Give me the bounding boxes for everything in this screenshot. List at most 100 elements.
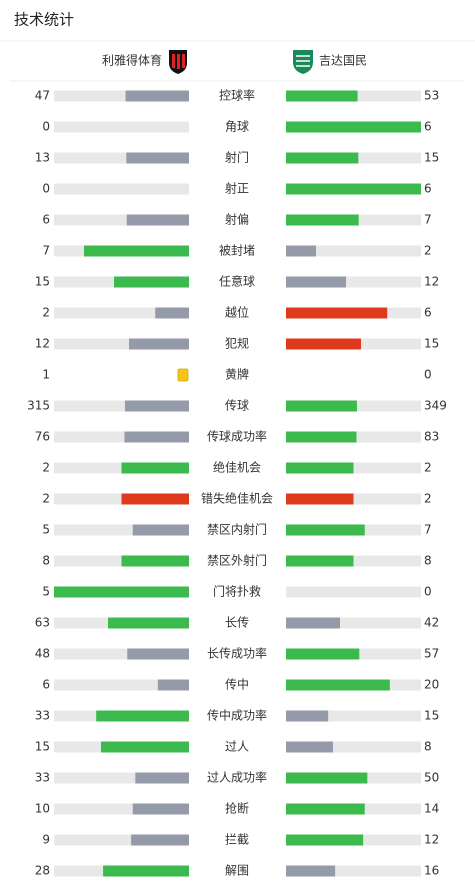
home-bar xyxy=(114,276,189,288)
home-bar xyxy=(126,152,189,164)
home-bar xyxy=(129,338,189,350)
stat-label: 犯规 xyxy=(225,336,249,351)
home-bar xyxy=(131,834,189,846)
stat-label: 传中成功率 xyxy=(207,708,267,723)
home-bar xyxy=(132,524,189,536)
home-value: 2 xyxy=(42,492,50,506)
home-value: 8 xyxy=(42,554,50,568)
panel-title: 技术统计 xyxy=(14,11,74,29)
stat-label: 射门 xyxy=(225,150,249,165)
home-value: 0 xyxy=(42,120,50,134)
home-value: 47 xyxy=(35,89,50,103)
home-value: 2 xyxy=(42,306,50,320)
away-bar xyxy=(286,245,316,257)
away-value: 15 xyxy=(424,151,439,165)
away-value: 15 xyxy=(424,709,439,723)
stat-label: 越位 xyxy=(225,305,249,320)
stat-label: 门将扑救 xyxy=(213,584,261,599)
away-value: 2 xyxy=(424,244,432,258)
home-value: 12 xyxy=(35,337,50,351)
bar-track xyxy=(54,524,189,536)
away-value: 83 xyxy=(424,430,439,444)
bar-track xyxy=(286,276,421,288)
stat-label: 过人成功率 xyxy=(207,770,267,785)
bar-track xyxy=(54,400,189,412)
away-value: 7 xyxy=(424,523,432,537)
stat-label: 被封堵 xyxy=(219,244,255,258)
away-bar xyxy=(286,555,354,567)
away-bar xyxy=(286,462,354,474)
away-value: 12 xyxy=(424,275,439,289)
away-value: 349 xyxy=(424,399,447,413)
stat-label: 射偏 xyxy=(225,212,249,227)
bar-track xyxy=(54,338,189,350)
away-bar xyxy=(286,741,333,753)
bar-track xyxy=(286,710,421,722)
stat-label: 射正 xyxy=(225,181,249,196)
away-value: 12 xyxy=(424,833,439,847)
home-bar xyxy=(103,865,189,877)
bar-track xyxy=(54,772,189,784)
home-value: 2 xyxy=(42,461,50,475)
away-value: 0 xyxy=(424,368,432,382)
bar-track xyxy=(286,865,421,877)
bar-track xyxy=(54,679,189,691)
away-bar xyxy=(286,493,354,505)
away-value: 50 xyxy=(424,771,439,785)
stat-label: 传球成功率 xyxy=(207,429,267,444)
home-bar xyxy=(124,431,189,443)
home-bar xyxy=(54,586,189,598)
away-team-logo xyxy=(293,50,313,74)
home-value: 28 xyxy=(35,864,50,878)
stat-label: 长传成功率 xyxy=(207,646,267,661)
away-bar xyxy=(286,524,365,536)
home-value: 63 xyxy=(35,616,50,630)
home-bar xyxy=(155,307,189,319)
home-value: 315 xyxy=(27,399,50,413)
stat-label: 过人 xyxy=(225,740,249,754)
away-value: 8 xyxy=(424,554,432,568)
away-bar xyxy=(286,865,336,877)
home-bar xyxy=(96,710,189,722)
home-value: 15 xyxy=(35,275,50,289)
bar-track xyxy=(54,214,189,226)
bar-track xyxy=(54,834,189,846)
home-value: 6 xyxy=(42,678,50,692)
home-bar xyxy=(100,741,189,753)
away-bar xyxy=(286,152,359,164)
away-bar xyxy=(286,834,364,846)
home-bar xyxy=(135,772,189,784)
away-bar xyxy=(286,431,357,443)
bar-track xyxy=(54,803,189,815)
home-value: 76 xyxy=(35,430,50,444)
away-value: 57 xyxy=(424,647,439,661)
home-bar xyxy=(121,462,189,474)
home-value: 1 xyxy=(42,368,50,382)
home-value: 10 xyxy=(35,802,50,816)
bar-track xyxy=(54,90,189,102)
stat-label: 黄牌 xyxy=(225,368,249,382)
stat-label: 绝佳机会 xyxy=(213,460,261,475)
bar-track xyxy=(286,617,421,629)
away-value: 53 xyxy=(424,89,439,103)
bar-track xyxy=(286,741,421,753)
away-bar xyxy=(286,183,421,195)
stat-label: 拦截 xyxy=(225,833,249,847)
home-bar xyxy=(132,803,189,815)
away-bar xyxy=(286,338,361,350)
bar-track xyxy=(54,431,189,443)
home-bar xyxy=(125,90,189,102)
home-value: 9 xyxy=(42,833,50,847)
stat-label: 错失绝佳机会 xyxy=(201,491,273,506)
away-bar xyxy=(286,90,358,102)
bar-track xyxy=(54,121,189,133)
away-team-name: 吉达国民 xyxy=(319,54,367,68)
bar-track xyxy=(54,152,189,164)
bar-track xyxy=(286,586,421,598)
home-value: 33 xyxy=(35,771,50,785)
away-value: 7 xyxy=(424,213,432,227)
home-value: 7 xyxy=(42,244,50,258)
home-team-name: 利雅得体育 xyxy=(102,53,162,68)
home-bar xyxy=(84,245,189,257)
